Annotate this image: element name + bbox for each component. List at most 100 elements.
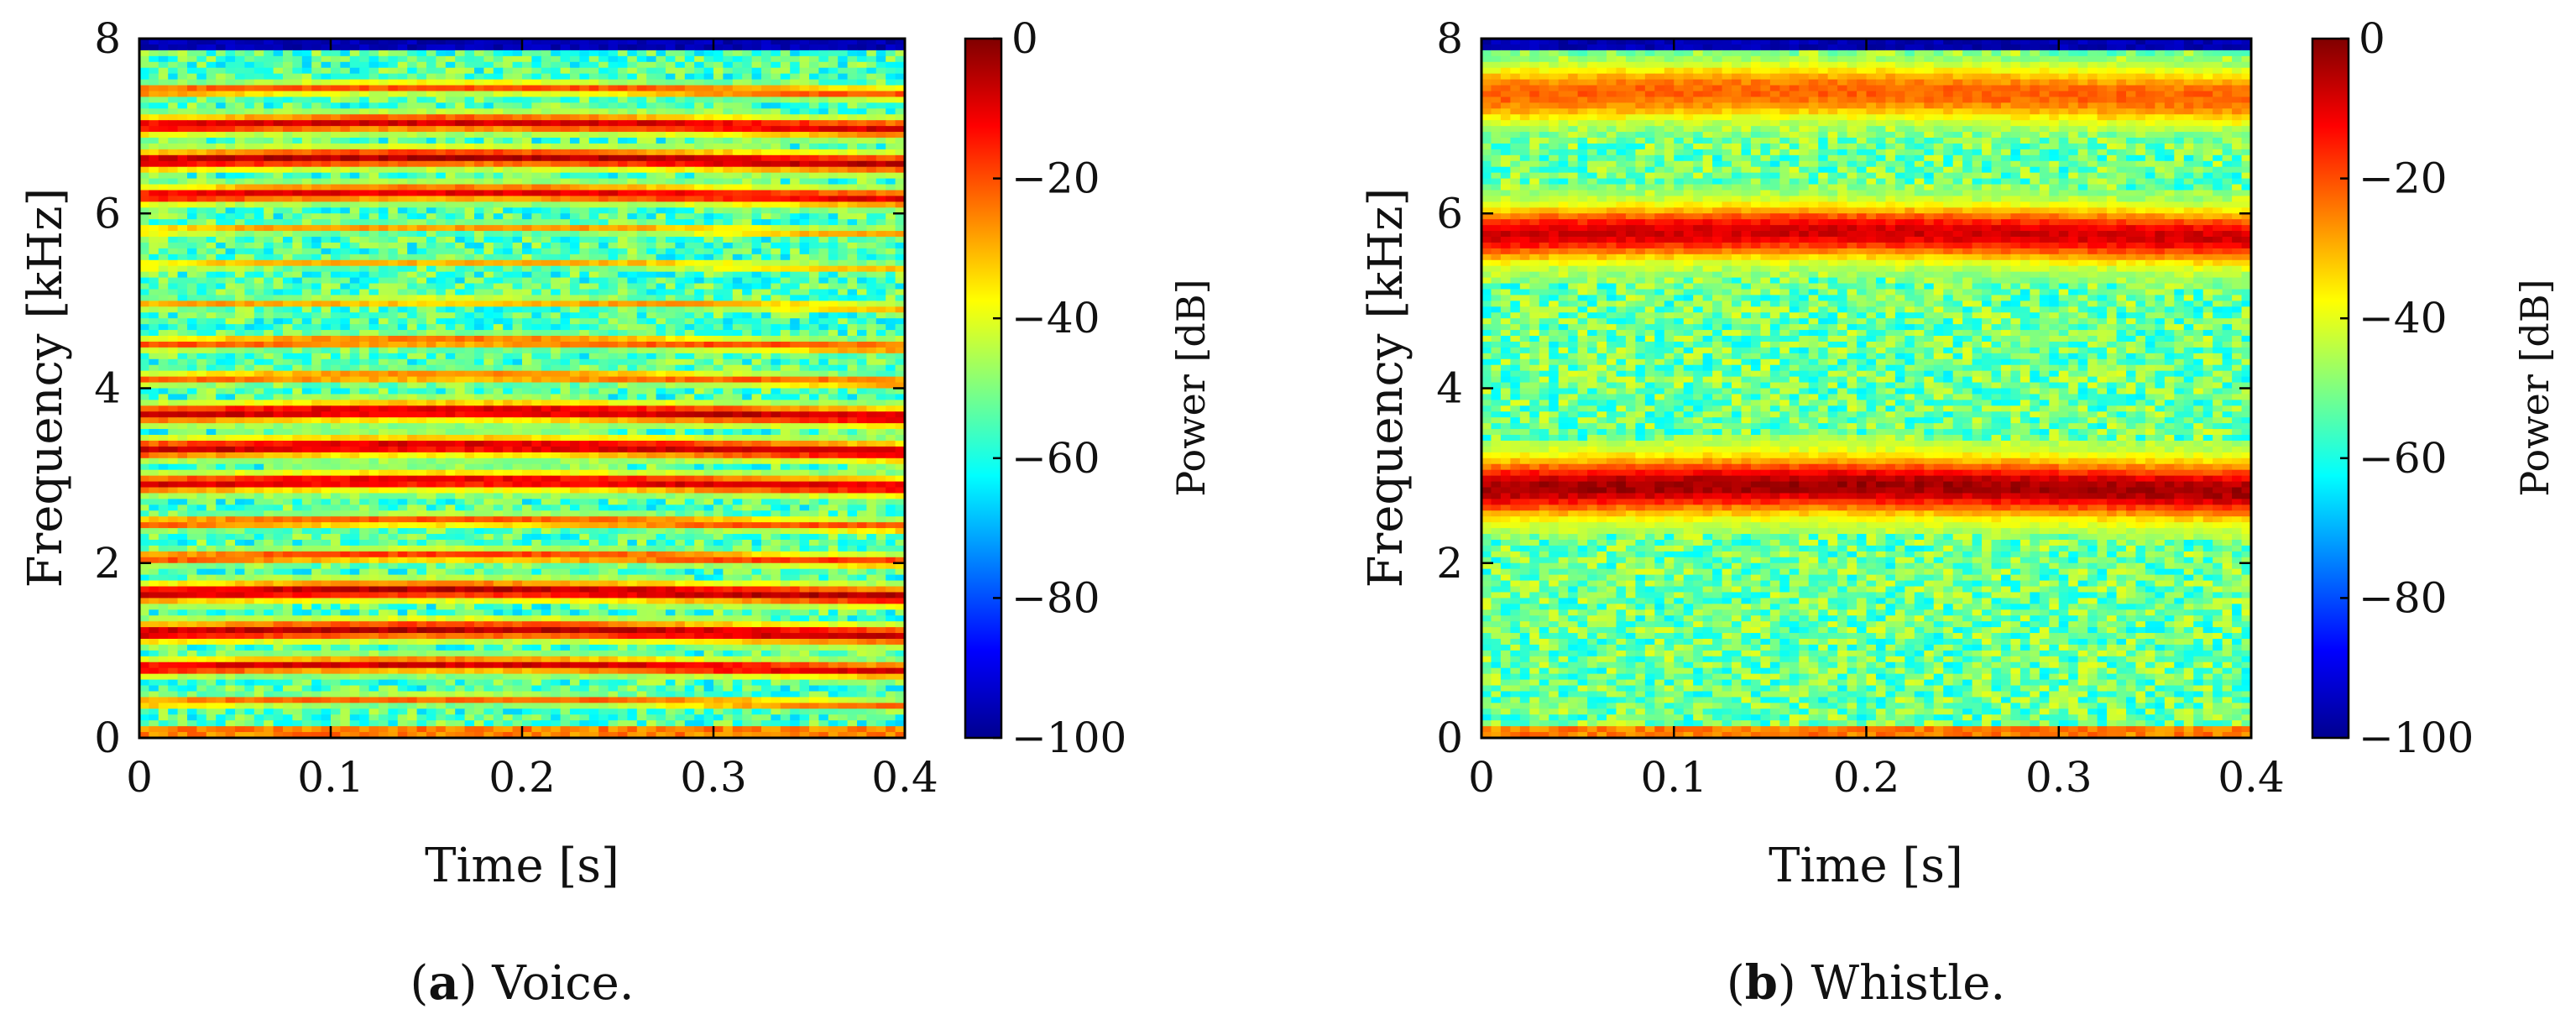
spectrogram-cell	[751, 277, 762, 285]
spectrogram-cell	[522, 248, 532, 255]
spectrogram-cell	[416, 231, 427, 238]
spectrogram-cell	[703, 154, 714, 162]
spectrogram-cell	[388, 301, 399, 307]
spectrogram-cell	[503, 237, 514, 243]
spectrogram-cell	[666, 277, 676, 285]
spectrogram-cell	[522, 114, 532, 121]
spectrogram-cell	[340, 248, 351, 255]
spectrogram-cell	[646, 44, 657, 51]
spectrogram-cell	[464, 108, 475, 115]
spectrogram-cell	[541, 55, 551, 63]
spectrogram-cell	[503, 143, 514, 150]
spectrogram-cell	[331, 254, 341, 261]
spectrogram-cell	[292, 166, 303, 174]
spectrogram-cell	[503, 102, 514, 109]
spectrogram-cell	[598, 219, 609, 226]
spectrogram-cell	[292, 370, 303, 378]
spectrogram-cell	[895, 231, 906, 238]
spectrogram-cell	[751, 73, 762, 81]
spectrogram-cell	[196, 85, 207, 92]
spectrogram-cell	[522, 39, 532, 45]
spectrogram-cell	[646, 61, 657, 69]
spectrogram-cell	[273, 160, 284, 168]
spectrogram-cell	[847, 120, 858, 127]
spectrogram-cell	[225, 108, 236, 115]
spectrogram-cell	[464, 277, 475, 285]
spectrogram-cell	[206, 324, 217, 331]
spectrogram-cell	[531, 126, 542, 133]
spectrogram-cell	[474, 382, 484, 390]
spectrogram-cell	[703, 39, 714, 45]
spectrogram-cell	[646, 55, 657, 63]
spectrogram-cell	[790, 207, 801, 214]
spectrogram-cell	[588, 207, 599, 214]
spectrogram-cell	[703, 242, 714, 249]
spectrogram-cell	[694, 301, 705, 307]
spectrogram-cell	[474, 178, 484, 186]
spectrogram-cell	[225, 172, 236, 180]
spectrogram-cell	[588, 394, 599, 400]
spectrogram-cell	[368, 364, 379, 372]
spectrogram-cell	[666, 120, 676, 127]
spectrogram-cell	[847, 184, 858, 191]
spectrogram-cell	[694, 277, 705, 285]
spectrogram-cell	[388, 312, 399, 319]
spectrogram-cell	[244, 231, 255, 238]
spectrogram-cell	[560, 196, 571, 202]
spectrogram-cell	[675, 91, 686, 98]
spectrogram-cell	[455, 55, 466, 63]
spectrogram-cell	[445, 108, 456, 115]
spectrogram-cell	[694, 132, 705, 139]
spectrogram-cell	[292, 330, 303, 337]
spectrogram-cell	[866, 44, 877, 51]
spectrogram-cell	[780, 318, 791, 325]
spectrogram-cell	[168, 67, 179, 75]
spectrogram-cell	[656, 225, 666, 232]
spectrogram-cell	[684, 271, 695, 279]
spectrogram-cell	[321, 160, 332, 168]
spectrogram-cell	[292, 225, 303, 232]
spectrogram-cell	[388, 341, 399, 348]
spectrogram-cell	[771, 219, 781, 226]
spectrogram-cell	[627, 160, 638, 168]
spectrogram-cell	[445, 61, 456, 69]
spectrogram-cell	[608, 143, 619, 150]
spectrogram-cell	[799, 184, 810, 191]
spectrogram-cell	[503, 61, 514, 69]
spectrogram-cell	[588, 184, 599, 191]
spectrogram-cell	[436, 259, 447, 267]
spectrogram-cell	[666, 376, 676, 384]
spectrogram-cell	[570, 312, 580, 319]
spectrogram-cell	[253, 184, 264, 191]
spectrogram-cell	[493, 324, 504, 331]
spectrogram-cell	[416, 254, 427, 261]
spectrogram-cell	[847, 201, 858, 208]
spectrogram-cell	[866, 132, 877, 139]
spectrogram-cell	[560, 108, 571, 115]
spectrogram-cell	[283, 341, 293, 348]
spectrogram-cell	[264, 400, 274, 406]
spectrogram-cell	[196, 73, 207, 81]
spectrogram-cell	[235, 237, 245, 243]
spectrogram-cell	[301, 336, 312, 342]
spectrogram-cell	[340, 61, 351, 69]
spectrogram-cell	[570, 271, 580, 279]
spectrogram-cell	[541, 376, 551, 384]
spectrogram-cell	[636, 271, 647, 279]
spectrogram-cell	[177, 207, 188, 214]
spectrogram-cell	[235, 201, 245, 208]
spectrogram-cell	[541, 73, 551, 81]
spectrogram-cell	[196, 149, 207, 156]
spectrogram-cell	[780, 138, 791, 144]
spectrogram-cell	[349, 341, 360, 348]
spectrogram-cell	[579, 172, 590, 180]
spectrogram-cell	[761, 149, 771, 156]
spectrogram-cell	[799, 364, 810, 372]
spectrogram-cell	[388, 160, 399, 168]
spectrogram-cell	[579, 149, 590, 156]
spectrogram-cell	[857, 271, 867, 279]
spectrogram-cell	[426, 184, 436, 191]
spectrogram-cell	[483, 207, 494, 214]
spectrogram-cell	[875, 370, 886, 378]
spectrogram-cell	[875, 39, 886, 45]
